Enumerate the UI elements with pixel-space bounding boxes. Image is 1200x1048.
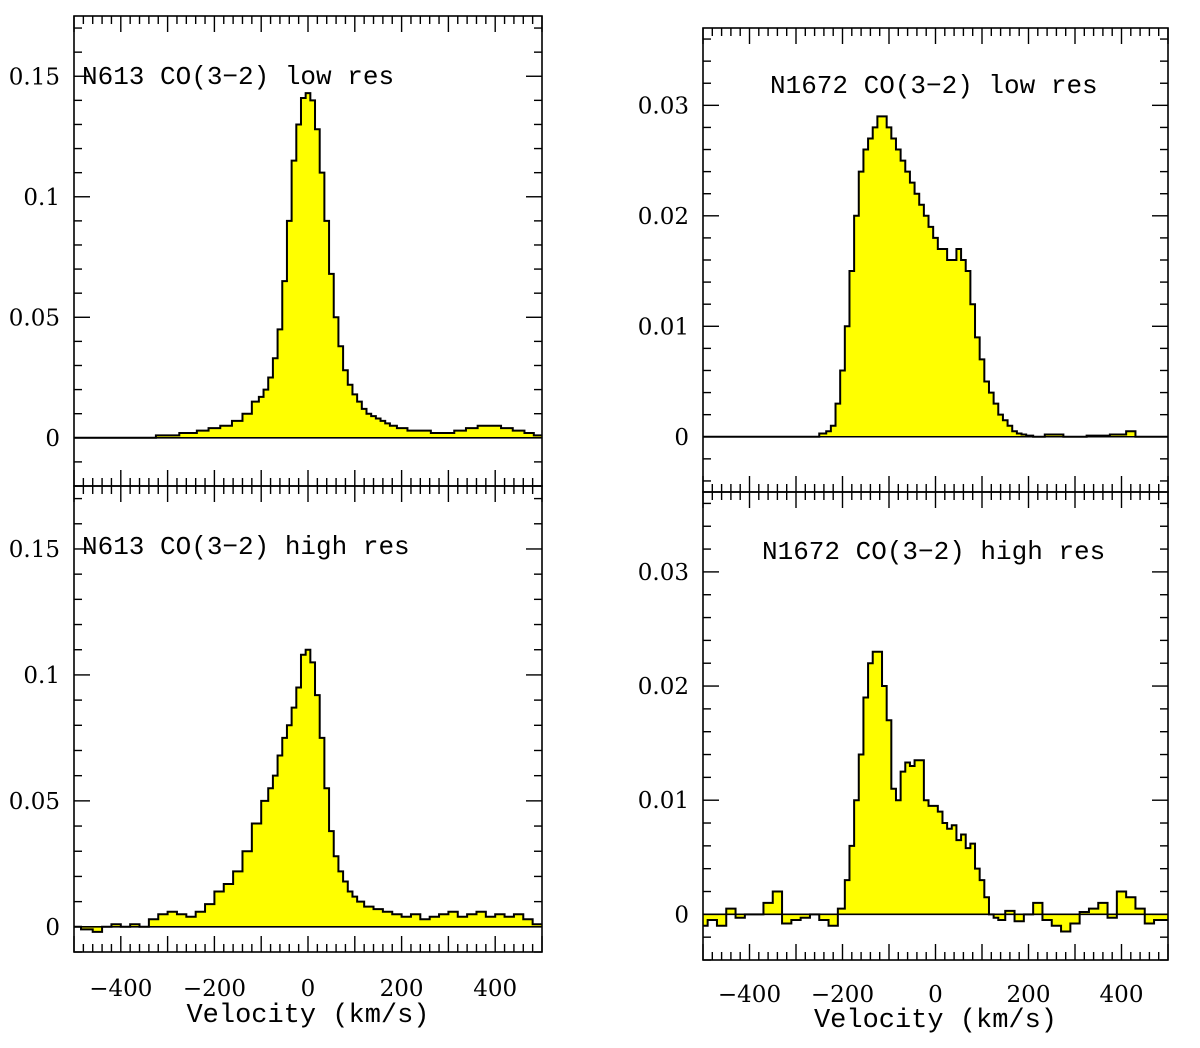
spectrum-n613-low xyxy=(74,92,542,439)
spectrum-n1672-high xyxy=(703,650,1168,933)
panel-title: N1672 CO(3−2) high res xyxy=(762,537,1105,567)
panel-n1672-high-res: 0 0.01 0.02 0.03 −400 −200 0 200 400 Velocity (km… xyxy=(638,491,1169,1036)
y-tick-label: 0.01 xyxy=(638,314,689,340)
panel-title: N1672 CO(3−2) low res xyxy=(770,71,1098,101)
panel-n1672-low-res: 0 0.01 0.02 0.03 N1672 CO(3−2) low res xyxy=(638,27,1169,493)
x-tick-label: 200 xyxy=(1007,982,1051,1008)
y-tick-label: 0 xyxy=(674,902,689,928)
x-axis-label: Velocity (km/s) xyxy=(814,1006,1057,1036)
y-tick-label: 0.01 xyxy=(638,788,689,814)
spectrum-line xyxy=(703,115,1168,438)
y-tick-label: 0.05 xyxy=(9,305,60,331)
x-tick-label: −400 xyxy=(718,982,781,1008)
x-tick-label: 0 xyxy=(301,976,316,1002)
x-axis-label: Velocity (km/s) xyxy=(186,1001,429,1031)
spectrum-fill xyxy=(74,93,542,438)
y-tick-label: 0 xyxy=(45,426,60,452)
spectrum-n613-high xyxy=(74,648,542,933)
y-tick-label: 0.02 xyxy=(638,204,689,230)
spectrum-fill xyxy=(703,651,1168,932)
spectrum-line xyxy=(74,92,542,439)
y-tick-label: 0.15 xyxy=(9,537,60,563)
spectrum-fill xyxy=(703,116,1168,437)
x-tick-label: −200 xyxy=(183,976,246,1002)
x-tick-label: 200 xyxy=(380,976,424,1002)
y-tick-label: 0.1 xyxy=(23,185,60,211)
y-tick-label: 0.05 xyxy=(9,789,60,815)
x-tick-label: 400 xyxy=(1100,982,1144,1008)
y-tick-label: 0.03 xyxy=(638,560,689,586)
y-tick-label: 0 xyxy=(674,425,689,451)
panel-title: N613 CO(3−2) high res xyxy=(82,532,410,562)
panel-n613-high-res: 0 0.05 0.1 0.15 −400 −200 0 200 400 Velocity (km/… xyxy=(9,485,543,1031)
spectrum-n1672-low xyxy=(703,115,1168,438)
y-tick-label: 0.15 xyxy=(9,64,60,90)
y-tick-label: 0.03 xyxy=(638,93,689,119)
y-tick-label: 0 xyxy=(45,915,60,941)
y-tick-label: 0.1 xyxy=(23,663,60,689)
panel-n613-low-res: 0 0.05 0.1 0.15 N613 CO(3−2) low res xyxy=(9,15,543,487)
panel-title: N613 CO(3−2) low res xyxy=(82,62,394,92)
x-tick-label: 0 xyxy=(928,982,943,1008)
spectrum-line xyxy=(703,650,1168,933)
x-tick-label: −200 xyxy=(811,982,874,1008)
y-tick-label: 0.02 xyxy=(638,674,689,700)
spectrum-fill xyxy=(74,649,542,932)
x-tick-label: −400 xyxy=(89,976,152,1002)
x-tick-label: 400 xyxy=(473,976,517,1002)
spectrum-line xyxy=(74,648,542,933)
